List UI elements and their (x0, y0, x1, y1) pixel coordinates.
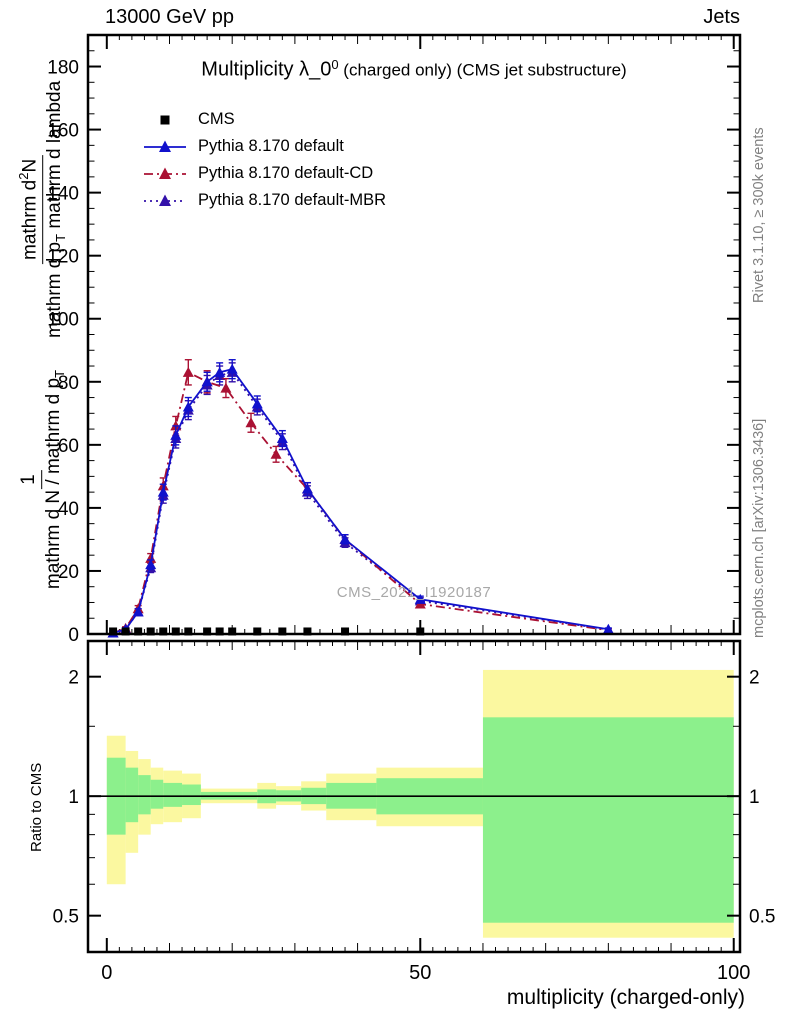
svg-text:100: 100 (47, 310, 79, 331)
legend-marker-triangle (144, 140, 186, 152)
svg-text:40: 40 (58, 499, 79, 520)
legend-item: Pythia 8.170 default (142, 133, 386, 160)
svg-text:180: 180 (47, 58, 79, 79)
beam-energy-label: 13000 GeV pp (105, 6, 234, 28)
mcplots-credit-note: mcplots.cern.ch [arXiv:1306.3436] (751, 418, 767, 638)
legend-marker-triangle (144, 167, 186, 179)
legend-label: Pythia 8.170 default-CD (198, 164, 374, 182)
svg-text:2: 2 (749, 668, 760, 689)
y-axis-fraction-prefactor: 1 mathrm d N / mathrm d pT (18, 369, 67, 589)
svg-text:0: 0 (101, 962, 112, 984)
legend-item: Pythia 8.170 default-MBR (142, 187, 386, 214)
svg-text:50: 50 (409, 962, 431, 984)
y-axis-fraction-main: mathrm d2N mathrm d pT mathrm d lambda (16, 80, 69, 338)
legend-marker-square (160, 115, 170, 124)
svg-text:100: 100 (717, 962, 750, 984)
svg-text:0: 0 (68, 625, 79, 646)
svg-text:120: 120 (47, 247, 79, 268)
main-plot-canvas: 0 20 40 60 80 100 120 140 160 180 (47, 33, 742, 646)
plot-title-detail: (charged only) (CMS jet substructure) (338, 60, 627, 80)
svg-text:140: 140 (47, 184, 79, 205)
svg-text:0.5: 0.5 (53, 907, 79, 928)
legend-label: CMS (198, 110, 235, 128)
x-axis-label: multiplicity (charged-only) (506, 986, 745, 1009)
svg-text:80: 80 (58, 373, 79, 394)
legend-label: Pythia 8.170 default (198, 137, 344, 155)
svg-text:20: 20 (58, 562, 79, 583)
svg-text:160: 160 (47, 121, 79, 142)
svg-text:0.5: 0.5 (749, 907, 775, 928)
rivet-version-note: Rivet 3.1.10, ≥ 300k events (751, 127, 767, 303)
legend-item: CMS (142, 106, 386, 133)
ratio-plot-canvas: 0.5 0.5 1 1 2 2 0 50 100 (53, 639, 775, 984)
ratio-axis-label: Ratio to CMS (28, 762, 45, 852)
svg-text:60: 60 (58, 436, 79, 457)
svg-text:1: 1 (749, 787, 760, 808)
plot-title-main: Multiplicity λ_0 (201, 58, 332, 81)
svg-text:1: 1 (68, 787, 79, 808)
watermark: CMS_2021_I1920187 (336, 584, 492, 601)
legend-marker-triangle (144, 194, 186, 206)
plot-title-superscript: 0 (331, 57, 339, 72)
y-axis-label-fractions: 1 mathrm d N / mathrm d pT mathrm d2N ma… (16, 78, 69, 590)
legend-label: Pythia 8.170 default-MBR (198, 191, 387, 209)
plot-title: Multiplicity λ_00 (charged only) (CMS je… (88, 57, 740, 81)
svg-text:2: 2 (68, 668, 79, 689)
legend-item: Pythia 8.170 default-CD (142, 160, 386, 187)
legend: CMS Pythia 8.170 default Pythia 8.170 defa… (142, 106, 386, 214)
analysis-group-label: Jets (703, 6, 740, 28)
y-axis-label: 1 mathrm d N / mathrm d pT mathrm d2N ma… (0, 35, 86, 634)
